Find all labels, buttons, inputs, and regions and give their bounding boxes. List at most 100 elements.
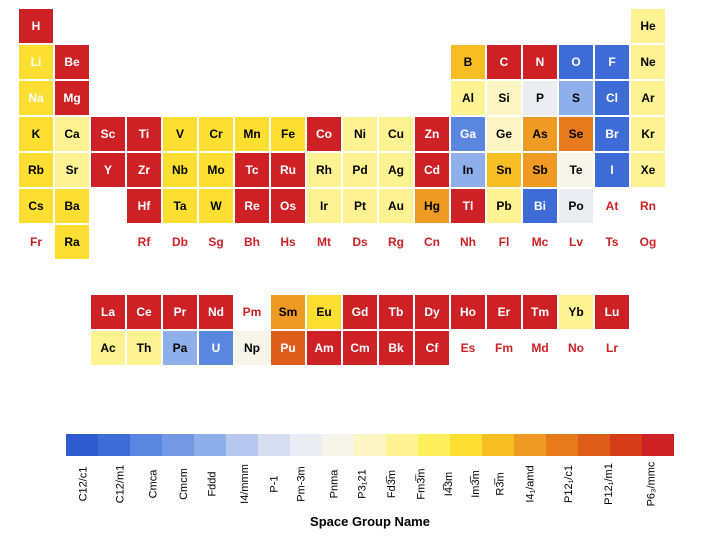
element-Fr: Fr	[18, 224, 54, 260]
element-Dy: Dy	[414, 294, 450, 330]
element-Pr: Pr	[162, 294, 198, 330]
element-Fe: Fe	[270, 116, 306, 152]
colorbar-swatch	[418, 434, 450, 456]
element-Ba: Ba	[54, 188, 90, 224]
colorbar-tick-label: Im3̅m	[469, 470, 481, 498]
colorbar-tick-label: P12₁/m1	[602, 463, 614, 505]
element-S: S	[558, 80, 594, 116]
element-Ga: Ga	[450, 116, 486, 152]
element-Xe: Xe	[630, 152, 666, 188]
element-Hg: Hg	[414, 188, 450, 224]
colorbar-swatch	[290, 434, 322, 456]
element-Np: Np	[234, 330, 270, 366]
colorbar-swatch	[226, 434, 258, 456]
colorbar-swatch	[514, 434, 546, 456]
element-C: C	[486, 44, 522, 80]
element-Os: Os	[270, 188, 306, 224]
element-K: K	[18, 116, 54, 152]
element-Cl: Cl	[594, 80, 630, 116]
element-Pa: Pa	[162, 330, 198, 366]
element-Kr: Kr	[630, 116, 666, 152]
element-Tm: Tm	[522, 294, 558, 330]
element-Ni: Ni	[342, 116, 378, 152]
element-Mo: Mo	[198, 152, 234, 188]
colorbar-swatch	[482, 434, 514, 456]
element-Lv: Lv	[558, 224, 594, 260]
element-Bh: Bh	[234, 224, 270, 260]
element-W: W	[198, 188, 234, 224]
element-Sc: Sc	[90, 116, 126, 152]
colorbar-tick-label: I4₁/amd	[525, 465, 537, 502]
element-Eu: Eu	[306, 294, 342, 330]
element-Og: Og	[630, 224, 666, 260]
colorbar-tick-label: Fm3̅m	[415, 468, 427, 499]
element-Au: Au	[378, 188, 414, 224]
element-Ne: Ne	[630, 44, 666, 80]
element-Ac: Ac	[90, 330, 126, 366]
element-Be: Be	[54, 44, 90, 80]
element-Md: Md	[522, 330, 558, 366]
colorbar-swatch	[546, 434, 578, 456]
element-Ag: Ag	[378, 152, 414, 188]
element-No: No	[558, 330, 594, 366]
element-Cu: Cu	[378, 116, 414, 152]
element-Cn: Cn	[414, 224, 450, 260]
colorbar-tick-label: Fd3̅m	[386, 470, 398, 498]
element-Gd: Gd	[342, 294, 378, 330]
colorbar-swatch	[386, 434, 418, 456]
element-Sg: Sg	[198, 224, 234, 260]
element-Al: Al	[450, 80, 486, 116]
element-Pd: Pd	[342, 152, 378, 188]
element-Sb: Sb	[522, 152, 558, 188]
element-Pb: Pb	[486, 188, 522, 224]
element-Cs: Cs	[18, 188, 54, 224]
colorbar-tick-label: I4̅3m	[443, 472, 455, 496]
element-Ar: Ar	[630, 80, 666, 116]
element-Rh: Rh	[306, 152, 342, 188]
element-I: I	[594, 152, 630, 188]
element-P: P	[522, 80, 558, 116]
element-Rf: Rf	[126, 224, 162, 260]
element-Ta: Ta	[162, 188, 198, 224]
element-Cf: Cf	[414, 330, 450, 366]
element-Co: Co	[306, 116, 342, 152]
element-Mt: Mt	[306, 224, 342, 260]
colorbar-tick-label: C12/c1	[77, 467, 89, 502]
element-Er: Er	[486, 294, 522, 330]
element-Nb: Nb	[162, 152, 198, 188]
element-Pm: Pm	[234, 294, 270, 330]
element-Si: Si	[486, 80, 522, 116]
colorbar	[66, 434, 674, 456]
element-Ce: Ce	[126, 294, 162, 330]
element-B: B	[450, 44, 486, 80]
colorbar-tick-label: P12₁/c1	[563, 465, 575, 503]
element-Pt: Pt	[342, 188, 378, 224]
element-Lr: Lr	[594, 330, 630, 366]
colorbar-ticks: C12/c1C12/m1CmcaCmcmFdddI4/mmmP-1Pm-3mPn…	[66, 460, 674, 472]
element-Th: Th	[126, 330, 162, 366]
element-O: O	[558, 44, 594, 80]
colorbar-tick-label: Cmcm	[178, 468, 190, 500]
element-Sr: Sr	[54, 152, 90, 188]
element-Pu: Pu	[270, 330, 306, 366]
element-Cr: Cr	[198, 116, 234, 152]
element-H: H	[18, 8, 54, 44]
colorbar-tick-label: I4/mmm	[239, 464, 251, 504]
element-Rb: Rb	[18, 152, 54, 188]
colorbar-swatch	[162, 434, 194, 456]
element-Ts: Ts	[594, 224, 630, 260]
colorbar-tick-label: Fddd	[206, 471, 218, 496]
element-Cm: Cm	[342, 330, 378, 366]
element-As: As	[522, 116, 558, 152]
colorbar-tick-label: P-1	[268, 474, 280, 493]
colorbar-swatch	[610, 434, 642, 456]
element-Br: Br	[594, 116, 630, 152]
colorbar-swatch	[194, 434, 226, 456]
colorbar-tick-label: R3̅m	[495, 472, 507, 495]
element-La: La	[90, 294, 126, 330]
element-N: N	[522, 44, 558, 80]
element-Rn: Rn	[630, 188, 666, 224]
element-Am: Am	[306, 330, 342, 366]
colorbar-swatch	[642, 434, 674, 456]
element-U: U	[198, 330, 234, 366]
